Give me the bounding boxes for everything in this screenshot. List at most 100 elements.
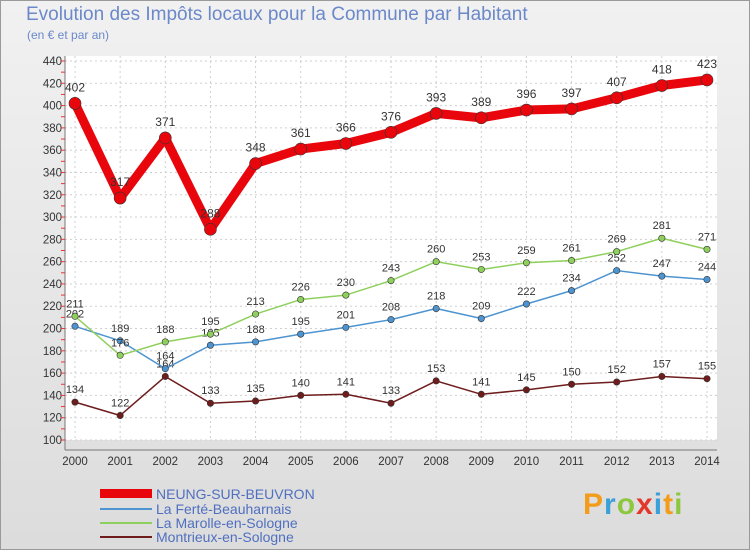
logo-letter: i xyxy=(674,488,684,521)
data-point xyxy=(655,79,669,92)
logo-letter: x xyxy=(636,488,654,521)
legend-swatch-marolle xyxy=(100,521,152,524)
data-point xyxy=(297,296,305,304)
data-label: 133 xyxy=(382,385,400,397)
data-point xyxy=(71,398,79,406)
data-label: 213 xyxy=(246,296,264,308)
data-point xyxy=(703,275,711,283)
data-label: 153 xyxy=(427,363,445,375)
data-label: 195 xyxy=(292,316,310,328)
data-point xyxy=(568,287,576,295)
data-point xyxy=(204,223,217,236)
y-tick-label: 360 xyxy=(43,145,62,157)
data-label: 188 xyxy=(246,324,264,336)
data-point xyxy=(249,157,262,170)
data-label: 134 xyxy=(66,384,84,396)
y-tick-label: 260 xyxy=(43,257,62,269)
x-tick-label: 2010 xyxy=(514,456,540,468)
y-tick-label: 420 xyxy=(43,78,62,90)
data-label: 230 xyxy=(337,277,355,289)
data-label: 244 xyxy=(698,261,716,273)
data-label: 288 xyxy=(200,206,220,220)
y-tick-label: 380 xyxy=(43,123,62,135)
data-point xyxy=(294,142,308,156)
series-3: 134 122 164 133 135 140 141 133 153 141 145 150 152 1… xyxy=(66,358,716,419)
data-point xyxy=(297,330,305,338)
legend-item-montrieux: Montrieux-en-Sologne xyxy=(100,529,294,545)
data-point xyxy=(432,258,440,266)
y-tick-label: 300 xyxy=(43,212,62,224)
data-label: 140 xyxy=(292,377,310,389)
data-point xyxy=(522,300,530,308)
logo-letter: P xyxy=(583,488,605,521)
legend-item-ferte: La Ferté-Beauharnais xyxy=(100,501,291,517)
data-point xyxy=(161,338,169,346)
x-tick-label: 2002 xyxy=(152,456,178,468)
y-tick-label: 200 xyxy=(43,324,62,336)
data-point xyxy=(161,365,169,373)
data-label: 402 xyxy=(65,80,85,94)
data-label: 407 xyxy=(607,75,627,89)
data-point xyxy=(387,277,395,285)
data-label: 222 xyxy=(517,286,535,298)
data-point xyxy=(161,372,169,380)
series-layer: 134 122 164 133 135 140 141 133 153 141 145 150 152 1… xyxy=(65,57,717,419)
data-point xyxy=(297,391,305,399)
data-label: 260 xyxy=(427,244,445,256)
data-point xyxy=(206,330,214,338)
data-label: 376 xyxy=(381,109,401,123)
data-point xyxy=(252,338,260,346)
series-1: 2021891641851881952012082182092222342522… xyxy=(66,253,716,373)
data-label: 226 xyxy=(292,282,310,294)
data-label: 371 xyxy=(155,115,175,129)
data-point xyxy=(613,267,621,275)
data-point xyxy=(429,107,443,120)
data-label: 317 xyxy=(110,175,130,189)
x-tick-label: 2009 xyxy=(468,456,494,468)
data-point xyxy=(432,377,440,385)
y-tick-label: 280 xyxy=(43,234,62,246)
data-label: 247 xyxy=(653,258,671,270)
data-point xyxy=(568,380,576,388)
data-point xyxy=(206,399,214,407)
data-label: 261 xyxy=(562,243,580,255)
logo-letter: i xyxy=(653,488,664,521)
x-tick-label: 2014 xyxy=(694,456,720,468)
series-2: 211 176 188 195 213 226 230 243 260 253 259 261 269 2… xyxy=(66,220,716,359)
data-label: 201 xyxy=(337,309,355,321)
data-label: 150 xyxy=(562,366,580,378)
data-point xyxy=(700,73,714,87)
data-label: 253 xyxy=(472,251,490,263)
data-point xyxy=(432,304,440,312)
data-label: 208 xyxy=(382,302,400,314)
y-tick-label: 240 xyxy=(43,279,62,291)
data-label: 389 xyxy=(471,95,491,109)
x-tick-label: 2004 xyxy=(243,456,269,468)
data-label: 195 xyxy=(201,316,219,328)
legend-label-neung: NEUNG-SUR-BEUVRON xyxy=(156,485,315,502)
x-tick-label: 2003 xyxy=(198,456,224,468)
data-point xyxy=(703,375,711,383)
data-label: 423 xyxy=(697,57,717,71)
data-label: 176 xyxy=(111,337,129,349)
data-label: 243 xyxy=(382,263,400,275)
data-label: 135 xyxy=(246,383,264,395)
data-label: 418 xyxy=(652,63,672,77)
data-point xyxy=(342,390,350,398)
data-point xyxy=(158,131,172,145)
x-tick-label: 2012 xyxy=(604,456,630,468)
data-point xyxy=(658,234,666,242)
data-label: 269 xyxy=(608,234,626,246)
data-label: 145 xyxy=(517,372,535,384)
data-point xyxy=(520,103,533,117)
data-label: 259 xyxy=(517,245,535,257)
grid-lines xyxy=(65,56,717,441)
data-point xyxy=(474,111,488,125)
proxiti-logo: Proxiti xyxy=(583,488,683,522)
data-label: 361 xyxy=(291,126,311,140)
data-point xyxy=(206,341,214,349)
data-label: 157 xyxy=(653,358,671,370)
data-label: 397 xyxy=(562,86,582,100)
data-point xyxy=(613,248,621,256)
